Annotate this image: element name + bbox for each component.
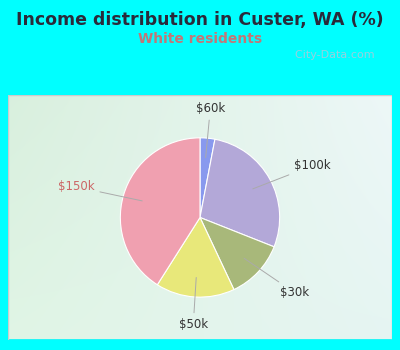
Text: $100k: $100k xyxy=(253,159,331,189)
Text: $60k: $60k xyxy=(196,102,225,158)
Text: Income distribution in Custer, WA (%): Income distribution in Custer, WA (%) xyxy=(16,11,384,29)
Wedge shape xyxy=(200,138,215,217)
Text: $50k: $50k xyxy=(179,278,208,331)
Text: White residents: White residents xyxy=(138,32,262,46)
Wedge shape xyxy=(157,217,234,297)
Wedge shape xyxy=(200,139,280,247)
Wedge shape xyxy=(200,217,274,289)
Text: City-Data.com: City-Data.com xyxy=(288,50,375,60)
Text: $30k: $30k xyxy=(244,258,309,299)
Text: $150k: $150k xyxy=(58,180,142,201)
Wedge shape xyxy=(120,138,200,285)
